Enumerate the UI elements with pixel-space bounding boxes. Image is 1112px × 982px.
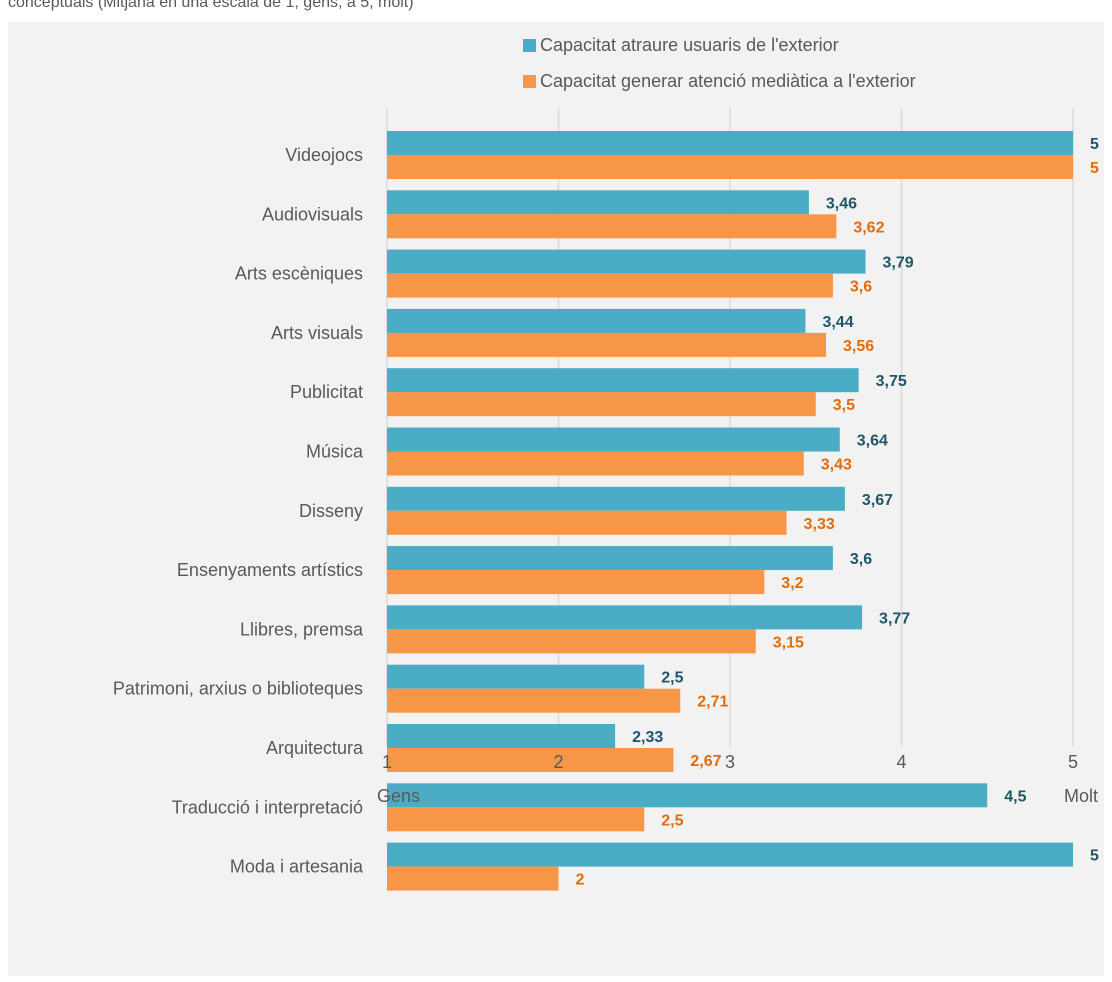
- bar: [387, 486, 845, 511]
- bar: [387, 249, 866, 274]
- data-label: 3,44: [822, 314, 853, 331]
- bar: [387, 629, 756, 654]
- category-label: Arts escèniques: [235, 264, 363, 284]
- bar: [387, 546, 833, 571]
- chart-caption: conceptuals (Mitjana en una escala de 1,…: [8, 0, 414, 11]
- bar: [387, 368, 859, 393]
- category-label: Llibres, premsa: [240, 619, 364, 639]
- bar: [387, 451, 804, 476]
- bar: [387, 155, 1073, 179]
- legend-swatch: [523, 75, 536, 88]
- category-label: Música: [306, 442, 364, 462]
- data-label: 3,15: [773, 634, 804, 651]
- category-label: Disseny: [299, 501, 363, 521]
- bar: [387, 664, 645, 689]
- bar: [387, 332, 827, 357]
- bar: [387, 783, 988, 808]
- bar: [387, 392, 816, 417]
- data-label: 2,71: [697, 694, 728, 711]
- data-label: 3,64: [857, 433, 888, 450]
- data-label: 5: [1090, 160, 1099, 177]
- category-label: Publicitat: [290, 382, 363, 402]
- data-label: 5: [1090, 136, 1099, 153]
- data-label: 3,2: [781, 575, 803, 592]
- bar: [387, 842, 1073, 867]
- x-axis-min-label: Gens: [377, 786, 420, 806]
- bar: [387, 688, 681, 713]
- bar: [387, 748, 674, 772]
- data-label: 3,43: [821, 457, 852, 474]
- category-label: Moda i artesania: [230, 857, 364, 877]
- bar: [387, 214, 837, 239]
- legend-label: Capacitat generar atenció mediàtica a l'…: [540, 71, 916, 91]
- legend-label: Capacitat atraure usuaris de l'exterior: [540, 35, 839, 55]
- legend-swatch: [523, 39, 536, 52]
- bar: [387, 807, 645, 832]
- bar: [387, 273, 833, 298]
- x-tick-label: 2: [553, 752, 563, 772]
- category-label: Patrimoni, arxius o biblioteques: [113, 679, 363, 699]
- data-label: 3,79: [882, 255, 913, 272]
- x-tick-label: 3: [725, 752, 735, 772]
- category-label: Arquitectura: [266, 738, 364, 758]
- data-label: 3,5: [833, 397, 855, 414]
- x-tick-label: 4: [896, 752, 906, 772]
- data-label: 3,46: [826, 195, 857, 212]
- data-label: 3,6: [850, 279, 872, 296]
- bar: [387, 427, 840, 452]
- bar: [387, 131, 1073, 155]
- data-label: 3,33: [804, 516, 835, 533]
- data-label: 3,67: [862, 492, 893, 509]
- data-label: 2,5: [661, 812, 683, 829]
- chart-panel: Capacitat atraure usuaris de l'exterior C…: [8, 22, 1104, 976]
- bar: [387, 190, 809, 215]
- x-tick-label: 1: [382, 752, 392, 772]
- data-label: 3,56: [843, 338, 874, 355]
- data-label: 3,62: [853, 219, 884, 236]
- bar: [387, 724, 616, 748]
- x-tick-label: 5: [1068, 752, 1078, 772]
- data-label: 4,5: [1004, 788, 1026, 805]
- data-label: 3,75: [876, 373, 907, 390]
- data-label: 5: [1090, 848, 1099, 865]
- category-label: Audiovisuals: [262, 204, 363, 224]
- data-label: 2,33: [632, 729, 663, 746]
- bar: [387, 866, 559, 891]
- x-axis-max-label: Molt: [1064, 786, 1098, 806]
- category-label: Arts visuals: [271, 323, 363, 343]
- category-label: Ensenyaments artístics: [177, 560, 363, 580]
- category-label: Traducció i interpretació: [172, 797, 363, 817]
- data-label: 2,5: [661, 670, 683, 687]
- data-label: 3,77: [879, 610, 910, 627]
- bar: [387, 510, 787, 535]
- bar: [387, 570, 765, 595]
- category-label: Videojocs: [285, 145, 363, 165]
- bar: [387, 605, 863, 630]
- bar: [387, 308, 806, 333]
- data-label: 2: [576, 872, 585, 889]
- data-label: 3,6: [850, 551, 872, 568]
- data-label: 2,67: [690, 753, 721, 770]
- bar-chart: Capacitat atraure usuaris de l'exterior C…: [113, 35, 1099, 891]
